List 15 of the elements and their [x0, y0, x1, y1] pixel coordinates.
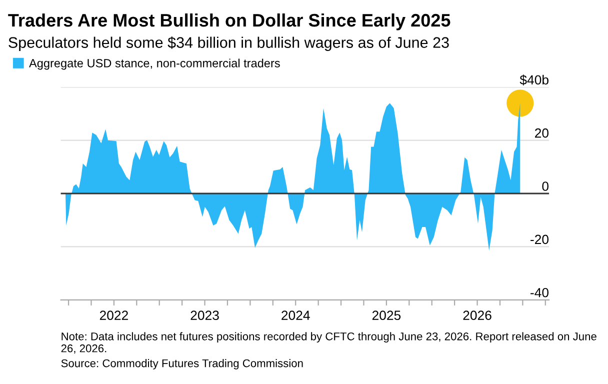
text: Note: Data includes net futures positions recorded by CFTC through June 23, 2026. Report released on June 26, 2026. — [61, 332, 596, 354]
y-tick-label: 0 — [542, 182, 549, 191]
legend-label: Aggregate USD stance, non-commercial traders — [29, 58, 280, 70]
x-tick-label: 2022 — [100, 310, 128, 320]
x-tick-label: 2023 — [190, 310, 219, 320]
y-tick-label: -40 — [530, 288, 549, 298]
x-tick-label: 2024 — [282, 310, 310, 320]
x-tick-label: 2025 — [372, 310, 401, 320]
source-note: Source: Commodity Futures Trading Commission — [61, 359, 303, 370]
chart-title: Traders Are Most Bullish on Dollar Since Early 2025 — [8, 13, 450, 30]
y-tick-label: 20 — [535, 128, 549, 138]
y-tick-label: $40b — [520, 74, 548, 86]
chart-subtitle: Speculators held some $34 billion in bullish wagers as of June 23 — [8, 36, 449, 51]
x-tick-label: 2026 — [463, 310, 492, 320]
y-tick-label: -20 — [530, 234, 549, 244]
